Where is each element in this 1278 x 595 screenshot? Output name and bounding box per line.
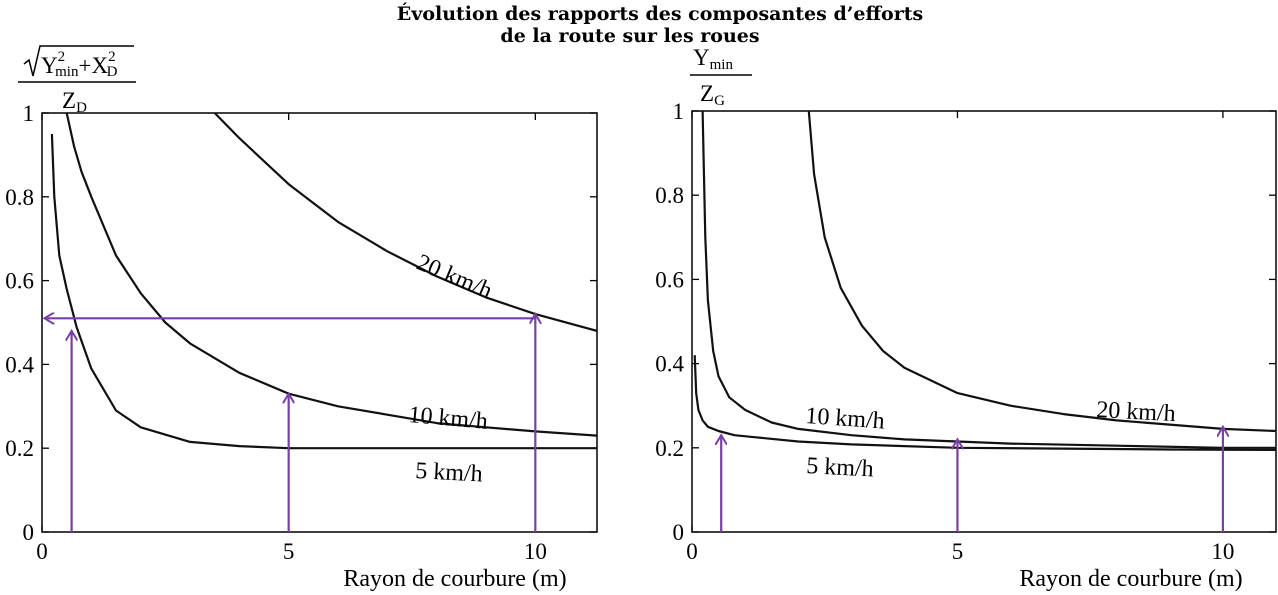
left-ylabel-denominator: Z [62,88,76,113]
right-ytick-label: 0.8 [655,183,684,208]
left-ylabel-root: Y [41,53,58,78]
right-ylabel-numerator-sub: min [710,57,734,73]
left-ytick-label: 0.4 [5,352,34,377]
left-plot-frame [41,112,598,533]
left-series-label: 5 km/h [415,458,484,487]
right-series-5-km-h [693,355,1276,451]
left-series-5-km-h [50,133,597,450]
right-xtick-label: 0 [686,539,698,564]
right-ytick-label: 0.6 [655,267,684,292]
left-xaxis-label: Rayon de courbure (m) [343,566,566,592]
right-ytick-label: 0.4 [655,352,684,377]
figure-title-line2: de la route sur les roues [500,25,759,47]
right-xtick-label: 5 [952,539,964,564]
left-xtick-label: 10 [524,539,547,564]
left-ytick-label: 0 [23,520,35,545]
right-ylabel-denominator-sub: G [714,93,725,109]
right-ylabel: Ymin ZG [690,45,752,109]
left-series-label: 20 km/h [413,250,496,305]
left-ytick-label: 0.2 [5,436,34,461]
right-series-label: 20 km/h [1096,397,1177,427]
left-series-10-km-h [65,113,597,437]
right-ylabel-numerator: Y [693,45,710,70]
left-ytick-label: 0.8 [5,185,34,210]
right-ytick-label: 0.2 [655,436,684,461]
left-ylabel-plus: +X [78,53,108,78]
right-series-label: 10 km/h [805,403,886,434]
left-ylabel-second-sub: D [107,64,118,80]
left-series-20-km-h [213,113,597,332]
right-series-label: 5 km/h [806,453,875,482]
svg-text:Ymin: Ymin [693,45,733,73]
left-series-label: 10 km/h [407,402,488,435]
svg-text:ZD: ZD [62,88,87,116]
right-xaxis-label: Rayon de courbure (m) [1019,566,1242,592]
figure-title-line1: Évolution des rapports des composantes d… [397,2,923,25]
left-xtick-label: 5 [283,539,295,564]
left-xtick-label: 0 [36,539,48,564]
right-series-10-km-h [701,111,1276,449]
left-ylabel-root-sup: 2 [58,49,66,65]
left-ylabel-root-sub: min [55,64,79,80]
right-xtick-label: 10 [1211,539,1234,564]
left-ylabel-second-sup: 2 [108,49,116,65]
left-ylabel: Y2 min+X2 D ZD [18,45,136,116]
right-plot-frame [691,110,1277,533]
right-ytick-label: 1 [673,99,685,124]
right-ylabel-denominator: Z [700,81,714,106]
left-ytick-label: 0.6 [5,269,34,294]
left-ylabel-sqrt-sign [23,45,134,77]
right-series-20-km-h [807,111,1276,433]
right-ytick-label: 0 [673,520,685,545]
svg-text:ZG: ZG [700,81,725,109]
left-ytick-label: 1 [23,101,35,126]
left-ylabel-denominator-sub: D [76,100,87,116]
